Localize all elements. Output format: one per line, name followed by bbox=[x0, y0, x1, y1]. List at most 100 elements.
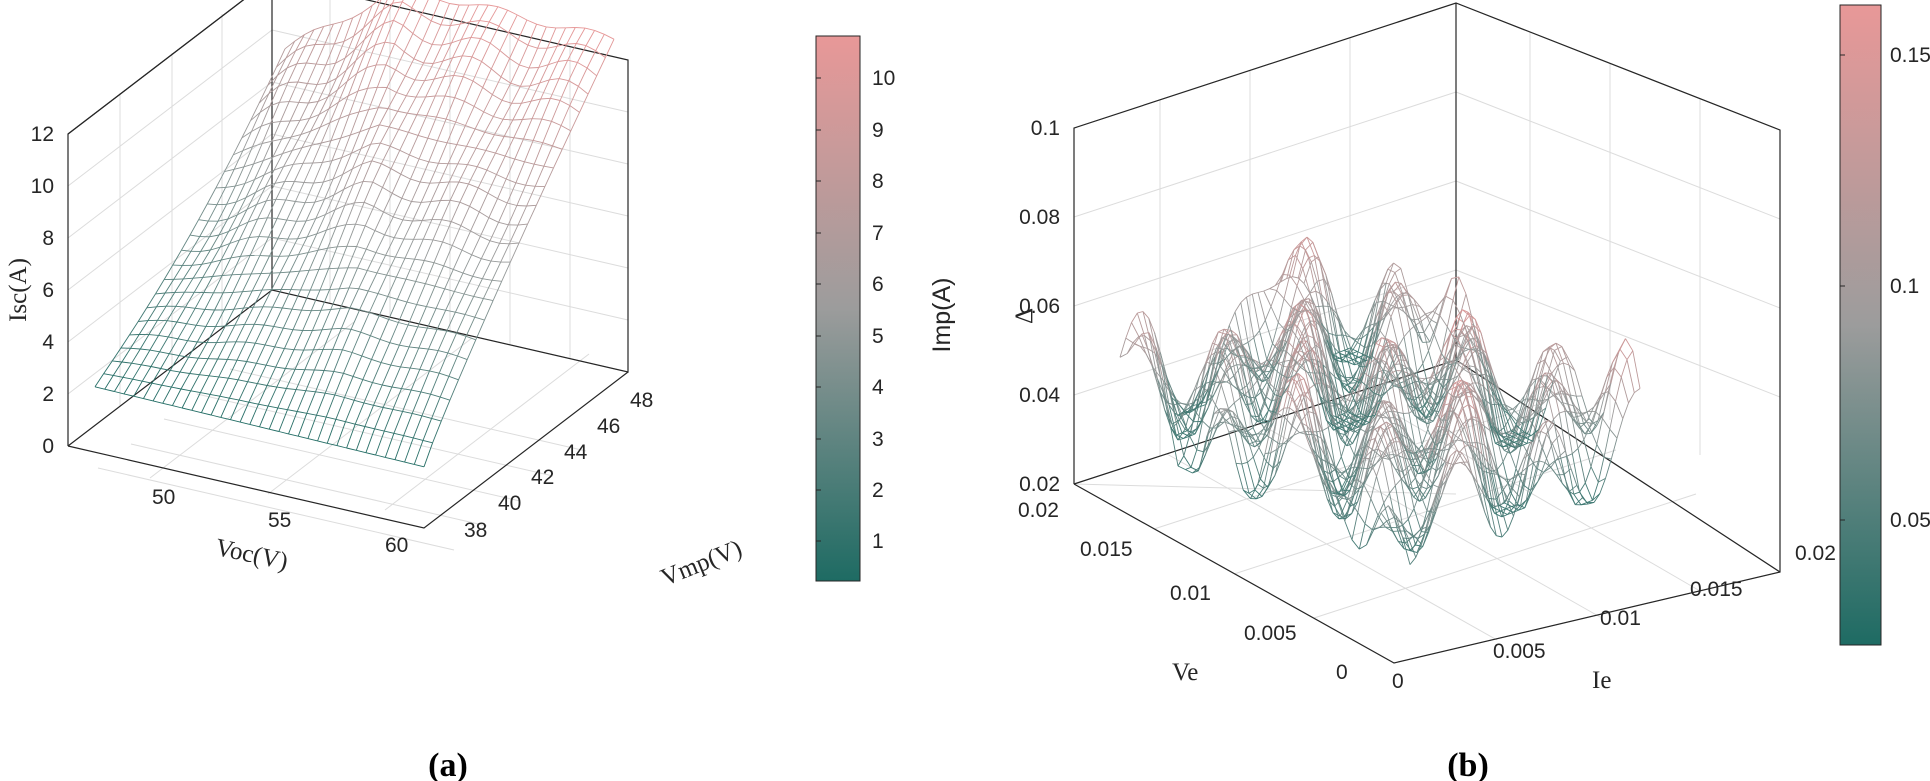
mesh-b-segment-2635 bbox=[1511, 506, 1520, 511]
mesh-a-segment-841 bbox=[141, 364, 152, 367]
mesh-b-segment-1635 bbox=[1610, 438, 1618, 460]
mesh-a-segment-222 bbox=[208, 358, 219, 377]
mesh-b-segment-2304 bbox=[1385, 412, 1394, 427]
mesh-a-segment-734 bbox=[482, 280, 493, 299]
mesh-b-segment-520 bbox=[1214, 408, 1221, 414]
mesh-b-segment-3076 bbox=[1581, 413, 1590, 428]
mesh-b-segment-2198 bbox=[1469, 444, 1478, 484]
mesh-a-segment-241 bbox=[372, 0, 382, 19]
mesh-b-segment-2546 bbox=[1434, 441, 1443, 446]
mesh-a-segment-198 bbox=[181, 390, 192, 409]
mesh-a-segment-71 bbox=[166, 306, 177, 321]
mesh-a-segment-1034 bbox=[406, 301, 417, 305]
mesh-a-segment-1250 bbox=[254, 174, 265, 180]
mesh-b-segment-2489 bbox=[1305, 361, 1314, 383]
mesh-b-segment-2680 bbox=[1269, 288, 1277, 292]
mesh-a-segment-695 bbox=[506, 182, 517, 204]
mesh-a-segment-1402 bbox=[443, 74, 454, 78]
mesh-b-segment-165 bbox=[1177, 438, 1184, 441]
mesh-a-segment-963 bbox=[360, 331, 371, 337]
mesh-b-segment-3071 bbox=[1545, 385, 1554, 396]
mesh-b-segment-1614 bbox=[1490, 526, 1497, 536]
mesh-b-segment-2445 bbox=[1270, 350, 1279, 360]
mesh-b-segment-2388 bbox=[1426, 438, 1435, 454]
mesh-b-segment-1973 bbox=[1259, 434, 1268, 444]
mesh-b-segment-361 bbox=[1190, 449, 1198, 468]
mesh-a-segment-968 bbox=[409, 346, 419, 349]
mesh-b-segment-3199 bbox=[1620, 376, 1629, 404]
mesh-a-segment-1201 bbox=[421, 201, 431, 203]
mesh-b-segment-3078 bbox=[1596, 444, 1605, 458]
mesh-b-segment-2934 bbox=[1405, 380, 1414, 406]
mesh-a-segment-1272 bbox=[467, 164, 478, 168]
mesh-a-segment-845 bbox=[179, 371, 190, 374]
mesh-b-segment-3075 bbox=[1574, 405, 1583, 414]
mesh-b-segment-2068 bbox=[1380, 437, 1389, 456]
mesh-a-segment-1078 bbox=[192, 263, 202, 266]
mesh-a-segment-729 bbox=[439, 376, 450, 398]
mesh-b-segment-1691 bbox=[1205, 427, 1214, 455]
mesh-a-segment-772 bbox=[114, 391, 125, 395]
mesh-a-segment-1190 bbox=[314, 198, 325, 203]
mesh-b-segment-2061 bbox=[1329, 473, 1338, 493]
mesh-a-segment-140 bbox=[221, 257, 232, 276]
mesh-b-segment-1128 bbox=[1368, 451, 1376, 469]
mesh-b-segment-3019 bbox=[1452, 330, 1461, 345]
mesh-a-segment-820 bbox=[258, 403, 269, 407]
mesh-b-segment-2001 bbox=[1178, 404, 1187, 415]
mesh-a-segment-228 bbox=[260, 255, 270, 274]
mesh-a-segment-827 bbox=[326, 416, 336, 420]
mesh-a-segment-117 bbox=[203, 276, 213, 293]
mesh-b-segment-2230 bbox=[1417, 486, 1426, 499]
mesh-a-segment-795 bbox=[336, 445, 347, 449]
mesh-a-segment-1321 bbox=[300, 130, 311, 136]
mesh-a-segment-683 bbox=[403, 413, 413, 436]
mesh-b-segment-2039 bbox=[1454, 452, 1463, 465]
mesh-a-segment-783 bbox=[220, 416, 231, 421]
mesh-b-segment-1597 bbox=[1615, 376, 1622, 402]
mesh-b-segment-3235 bbox=[1597, 391, 1606, 421]
mesh-a-segment-727 bbox=[422, 418, 433, 441]
mesh-a-segment-445 bbox=[331, 308, 341, 330]
mesh-a-segment-1473 bbox=[490, 42, 501, 51]
mesh-b-segment-1433 bbox=[1563, 386, 1570, 397]
mesh-b-segment-3102 bbox=[1486, 381, 1495, 427]
mesh-b-segment-2317 bbox=[1479, 420, 1488, 463]
mesh-a-segment-320 bbox=[333, 174, 344, 195]
mesh-a-segment-1324 bbox=[329, 117, 340, 124]
mesh-a-segment-1283 bbox=[253, 160, 264, 165]
mesh-a-segment-1089 bbox=[298, 252, 309, 256]
mesh-b-segment-2286 bbox=[1255, 397, 1264, 420]
mesh-a-segment-18 bbox=[250, 103, 260, 121]
mesh-a-segment-234 bbox=[312, 142, 322, 164]
mesh-a-segment-1491 bbox=[343, 35, 355, 42]
mesh-b-segment-2100 bbox=[1327, 427, 1336, 469]
mesh-b-segment-3279 bbox=[1632, 350, 1641, 389]
mesh-a-segment-1110 bbox=[181, 249, 192, 252]
mesh-b-segment-1149 bbox=[1489, 393, 1496, 402]
mesh-b-segment-2685 bbox=[1305, 309, 1314, 312]
mesh-a-segment-1254 bbox=[293, 162, 304, 165]
mesh-b-segment-3104 bbox=[1500, 440, 1509, 445]
caption-b: (b) bbox=[1447, 747, 1489, 781]
mesh-a-segment-526 bbox=[489, 25, 500, 44]
mesh-a-segment-944 bbox=[176, 321, 187, 325]
mesh-b-segment-2358 bbox=[1492, 469, 1501, 506]
mesh-a-segment-1064 bbox=[376, 272, 387, 276]
mesh-b-segment-893 bbox=[1353, 428, 1361, 456]
mesh-b-segment-2641 bbox=[1270, 306, 1279, 323]
mesh-b-segment-2997 bbox=[1577, 448, 1586, 483]
mesh-a-segment-1300 bbox=[417, 134, 428, 139]
mesh-b-segment-3099 bbox=[1464, 327, 1473, 336]
mesh-b-segment-2276 bbox=[1466, 383, 1475, 410]
mesh-a-segment-1304 bbox=[456, 144, 467, 147]
mesh-b-segment-1172 bbox=[1399, 455, 1406, 459]
mesh-a-segment-919 bbox=[255, 342, 266, 346]
z-tick-0: 0 bbox=[42, 435, 54, 458]
mesh-a-segment-1534 bbox=[439, 0, 450, 4]
mesh-a-segment-792 bbox=[307, 438, 318, 442]
mesh-b-segment-2384 bbox=[1397, 412, 1406, 447]
mesh-a-segment-1331 bbox=[397, 110, 408, 114]
mesh-a-segment-875 bbox=[149, 349, 160, 353]
mesh-a-segment-1544 bbox=[536, 23, 547, 28]
